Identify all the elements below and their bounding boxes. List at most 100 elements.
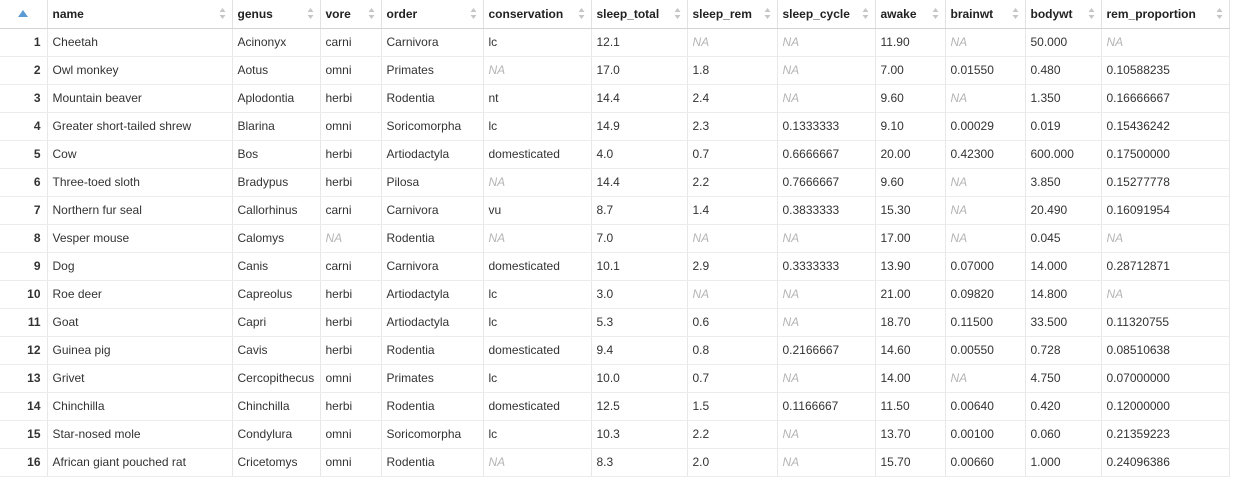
cell-sleep-rem: 2.0 [687, 448, 778, 477]
cell-sleep-rem: 1.8 [687, 56, 778, 85]
sort-arrows-icon[interactable] [932, 7, 939, 20]
cell-sleep-cycle: 0.3333333 [777, 252, 876, 281]
row-index: 1 [0, 28, 48, 57]
cell-order: Rodentia [381, 392, 484, 421]
column-header-vore[interactable]: vore [320, 0, 382, 29]
table-row[interactable]: 6 Three-toed sloth Bradypus herbi Pilosa NA 14… [0, 168, 1230, 197]
cell-awake: 11.50 [875, 392, 946, 421]
cell-vore: omni [320, 56, 382, 85]
row-index-header[interactable] [0, 0, 48, 29]
sort-arrows-icon[interactable] [862, 7, 869, 20]
cell-awake: 9.60 [875, 84, 946, 113]
cell-sleep-cycle: 0.3833333 [777, 196, 876, 225]
table-row[interactable]: 1 Cheetah Acinonyx carni Carnivora lc 12.1 NA NA… [0, 28, 1230, 57]
column-header-rem-proportion[interactable]: rem_proportion [1101, 0, 1230, 29]
cell-awake: 9.10 [875, 112, 946, 141]
table-row[interactable]: 10 Roe deer Capreolus herbi Artiodactyla lc 3.… [0, 280, 1230, 309]
cell-genus: Canis [232, 252, 321, 281]
table-row[interactable]: 16 African giant pouched rat Cricetomys omn… [0, 448, 1230, 477]
table-row[interactable]: 3 Mountain beaver Aplodontia herbi Rodentia n… [0, 84, 1230, 113]
cell-sleep-total: 14.4 [591, 168, 688, 197]
table-row[interactable]: 9 Dog Canis carni Carnivora domesticated 10.1 2… [0, 252, 1230, 281]
cell-name: Mountain beaver [47, 84, 233, 113]
cell-awake: 15.70 [875, 448, 946, 477]
cell-genus: Acinonyx [232, 28, 321, 57]
cell-brainwt: NA [945, 196, 1026, 225]
cell-rem-proportion: 0.07000000 [1101, 364, 1230, 393]
cell-bodywt: 14.800 [1025, 280, 1102, 309]
sort-arrows-icon[interactable] [307, 7, 314, 20]
sort-arrows-icon[interactable] [1012, 7, 1019, 20]
cell-conservation: lc [483, 364, 592, 393]
column-header-label: name [52, 7, 84, 22]
row-index: 14 [0, 392, 48, 421]
cell-genus: Cricetomys [232, 448, 321, 477]
cell-vore: carni [320, 196, 382, 225]
row-index: 11 [0, 308, 48, 337]
sort-arrows-icon[interactable] [1088, 7, 1095, 20]
cell-genus: Capreolus [232, 280, 321, 309]
cell-conservation: lc [483, 420, 592, 449]
cell-sleep-total: 4.0 [591, 140, 688, 169]
sort-arrows-icon[interactable] [674, 7, 681, 20]
column-header-brainwt[interactable]: brainwt [945, 0, 1026, 29]
cell-sleep-rem: NA [687, 280, 778, 309]
cell-brainwt: 0.09820 [945, 280, 1026, 309]
sort-arrows-icon[interactable] [219, 7, 226, 20]
sort-arrows-icon[interactable] [764, 7, 771, 20]
cell-conservation: NA [483, 448, 592, 477]
sort-arrows-icon[interactable] [368, 7, 375, 20]
cell-order: Soricomorpha [381, 420, 484, 449]
cell-sleep-total: 8.3 [591, 448, 688, 477]
table-row[interactable]: 8 Vesper mouse Calomys NA Rodentia NA 7.0 NA NA 1… [0, 224, 1230, 253]
cell-sleep-rem: 1.4 [687, 196, 778, 225]
cell-order: Rodentia [381, 84, 484, 113]
column-header-sleep-rem[interactable]: sleep_rem [687, 0, 778, 29]
table-row[interactable]: 5 Cow Bos herbi Artiodactyla domesticated 4.0 0… [0, 140, 1230, 169]
table-row[interactable]: 4 Greater short-tailed shrew Blarina omni So… [0, 112, 1230, 141]
cell-sleep-rem: 0.7 [687, 140, 778, 169]
sort-arrows-icon[interactable] [1216, 7, 1223, 20]
column-header-conservation[interactable]: conservation [483, 0, 592, 29]
cell-rem-proportion: 0.12000000 [1101, 392, 1230, 421]
column-header-awake[interactable]: awake [875, 0, 946, 29]
cell-order: Artiodactyla [381, 308, 484, 337]
table-row[interactable]: 7 Northern fur seal Callorhinus carni Carniv… [0, 196, 1230, 225]
column-header-bodywt[interactable]: bodywt [1025, 0, 1102, 29]
cell-genus: Condylura [232, 420, 321, 449]
column-header-label: genus [237, 7, 273, 22]
table-row[interactable]: 2 Owl monkey Aotus omni Primates NA 17.0 1.8 NA 7… [0, 56, 1230, 85]
cell-conservation: domesticated [483, 140, 592, 169]
column-header-sleep-cycle[interactable]: sleep_cycle [777, 0, 876, 29]
sort-arrows-icon[interactable] [578, 7, 585, 20]
column-header-sleep-total[interactable]: sleep_total [591, 0, 688, 29]
row-index: 4 [0, 112, 48, 141]
cell-sleep-total: 10.1 [591, 252, 688, 281]
cell-vore: omni [320, 420, 382, 449]
cell-name: Grivet [47, 364, 233, 393]
sort-arrows-icon[interactable] [470, 7, 477, 20]
cell-sleep-total: 10.3 [591, 420, 688, 449]
cell-order: Carnivora [381, 28, 484, 57]
cell-sleep-total: 7.0 [591, 224, 688, 253]
column-header-name[interactable]: name [47, 0, 233, 29]
table-row[interactable]: 15 Star-nosed mole Condylura omni Soricomorp… [0, 420, 1230, 449]
table-row[interactable]: 11 Goat Capri herbi Artiodactyla lc 5.3 0.6 NA 18… [0, 308, 1230, 337]
cell-conservation: lc [483, 308, 592, 337]
sort-ascending-icon [18, 10, 29, 18]
row-index: 3 [0, 84, 48, 113]
cell-awake: 11.90 [875, 28, 946, 57]
cell-sleep-cycle: NA [777, 280, 876, 309]
table-row[interactable]: 13 Grivet Cercopithecus omni Primates lc 10.0 0… [0, 364, 1230, 393]
column-header-label: conservation [488, 7, 564, 22]
table-row[interactable]: 12 Guinea pig Cavis herbi Rodentia domesticat… [0, 336, 1230, 365]
cell-awake: 21.00 [875, 280, 946, 309]
cell-sleep-rem: 0.6 [687, 308, 778, 337]
cell-rem-proportion: 0.28712871 [1101, 252, 1230, 281]
column-header-order[interactable]: order [381, 0, 484, 29]
table-row[interactable]: 14 Chinchilla Chinchilla herbi Rodentia domes… [0, 392, 1230, 421]
cell-sleep-rem: 2.9 [687, 252, 778, 281]
column-header-label: bodywt [1030, 7, 1073, 22]
column-header-genus[interactable]: genus [232, 0, 321, 29]
